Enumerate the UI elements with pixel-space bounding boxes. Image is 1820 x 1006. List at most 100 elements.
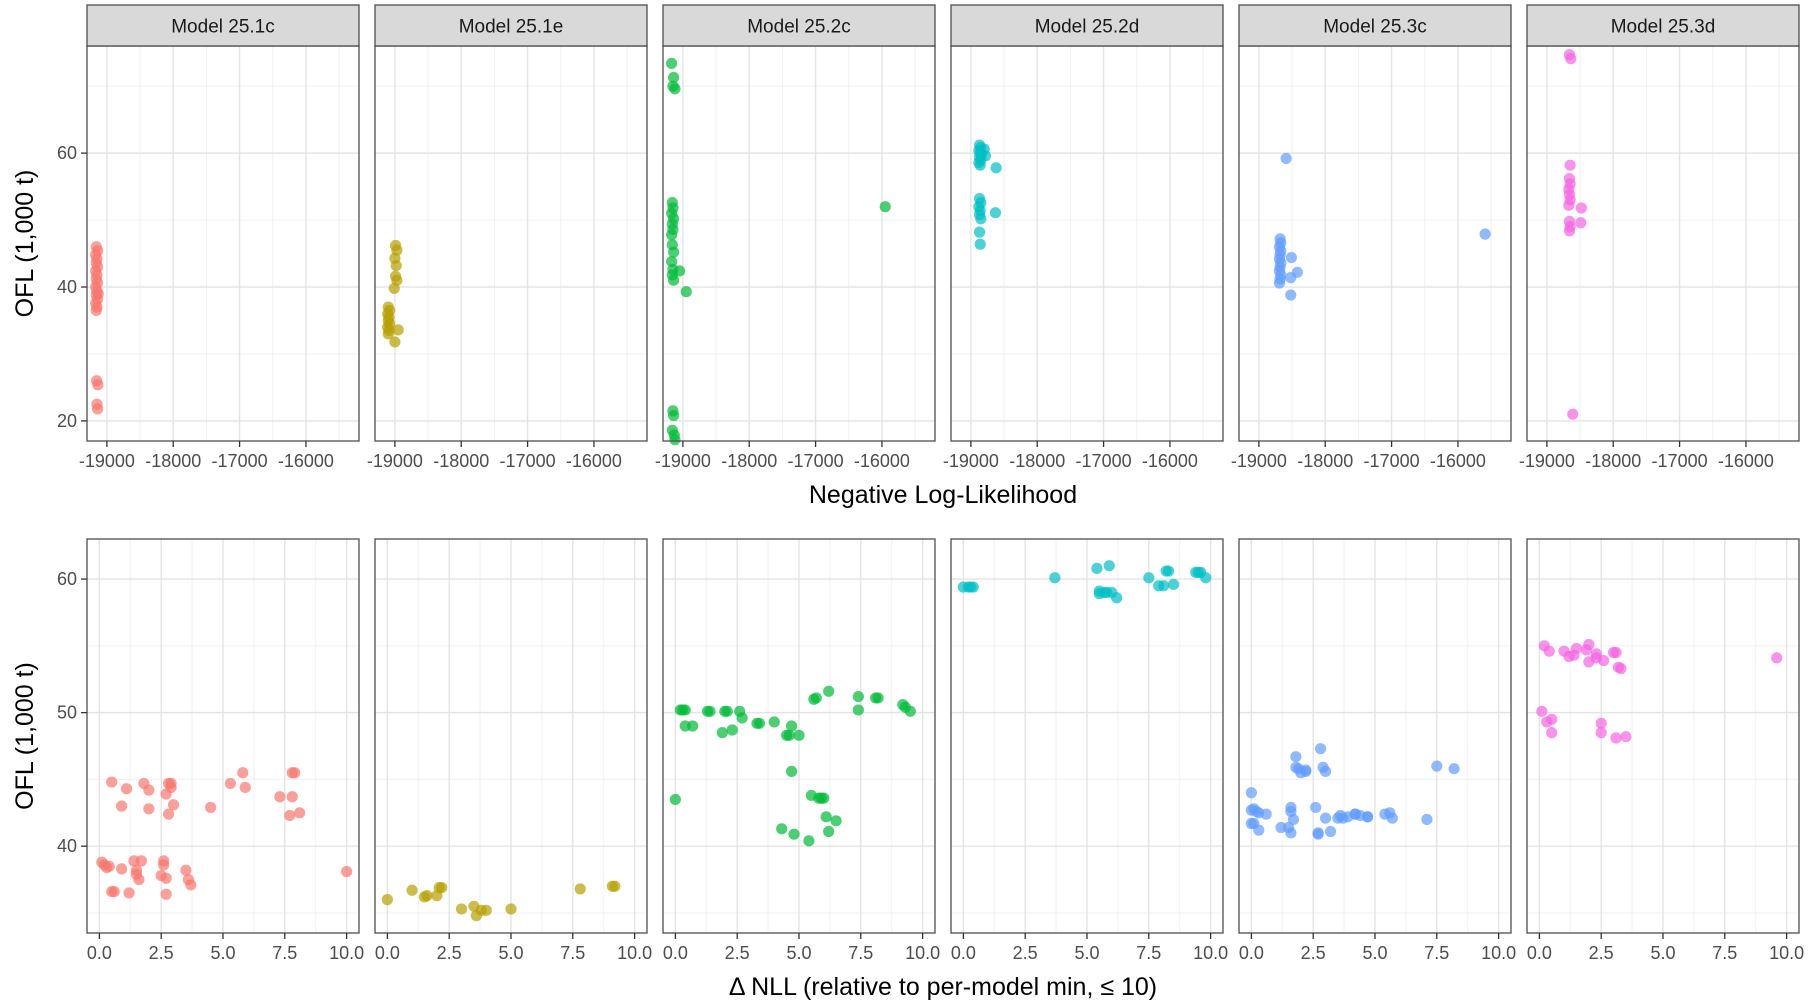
x-tick-label: -19000	[1231, 451, 1287, 471]
data-point	[92, 403, 104, 415]
data-point	[421, 890, 433, 902]
data-point	[726, 724, 738, 736]
data-point	[116, 800, 128, 812]
data-point	[284, 809, 296, 822]
data-point	[1565, 53, 1577, 65]
data-point	[1583, 638, 1595, 651]
x-tick-label: 10.0	[1193, 943, 1228, 963]
strip-label: Model 25.3c	[1323, 17, 1427, 38]
data-point	[788, 828, 800, 840]
data-point	[669, 83, 681, 95]
x-tick-label: -17000	[1364, 451, 1420, 471]
point-series	[669, 685, 916, 847]
data-point	[872, 692, 884, 704]
data-point	[92, 379, 104, 391]
data-point	[90, 304, 102, 317]
data-point	[1595, 727, 1607, 739]
panel-background	[663, 46, 935, 441]
data-point	[1310, 801, 1322, 814]
data-point	[1158, 580, 1170, 592]
data-point	[205, 801, 217, 814]
data-point	[1273, 277, 1286, 289]
data-point	[687, 720, 699, 732]
data-point	[1312, 827, 1324, 839]
strip-label: Model 25.1e	[459, 17, 564, 38]
data-point	[776, 823, 788, 835]
x-tick-label: 5.0	[1362, 943, 1387, 963]
data-point	[820, 811, 832, 823]
data-point	[974, 238, 986, 250]
facet-panel: Model 25.2c -19000 -18000 -17000 -16000	[655, 4, 936, 471]
data-point	[1620, 731, 1632, 743]
data-point	[1546, 713, 1558, 725]
x-tick-label: -17000	[1652, 451, 1708, 471]
data-point	[704, 705, 716, 717]
data-point	[818, 792, 830, 804]
x-tick-label: -19000	[1519, 451, 1575, 471]
data-point	[389, 336, 401, 348]
data-point	[1575, 217, 1587, 229]
data-point	[1567, 408, 1579, 420]
x-tick-label: 0.0	[663, 943, 688, 963]
data-point	[1049, 572, 1061, 584]
data-point	[1543, 645, 1555, 657]
x-tick-label: -16000	[1718, 451, 1774, 471]
data-point	[289, 767, 301, 779]
facet-panel: Model 25.3d -19000 -18000 -17000 -16000	[1519, 4, 1800, 471]
facet-panel: 0.0 2.5 5.0 7.5 10.0	[662, 538, 940, 963]
data-point	[668, 71, 680, 84]
strip-background	[1526, 4, 1800, 47]
data-point	[1575, 202, 1587, 214]
data-point	[680, 286, 692, 298]
point-series	[96, 767, 353, 900]
x-tick-label: -17000	[788, 451, 844, 471]
y-tick-label: 50	[57, 703, 77, 723]
data-point	[803, 835, 815, 847]
strip-label: Model 25.2d	[1035, 17, 1140, 38]
data-point	[1563, 225, 1576, 237]
data-point	[143, 784, 155, 796]
data-point	[505, 903, 517, 915]
x-tick-label: -16000	[1142, 451, 1198, 471]
x-tick-label: 10.0	[329, 943, 364, 963]
data-point	[574, 883, 586, 895]
data-point	[381, 894, 393, 906]
x-tick-label: 7.5	[1712, 943, 1737, 963]
data-point	[167, 799, 180, 811]
strip-background	[374, 4, 648, 47]
data-point	[1167, 578, 1180, 591]
data-point	[904, 705, 916, 717]
point-series	[1245, 743, 1460, 840]
panel-background	[87, 46, 359, 441]
data-point	[990, 162, 1002, 174]
data-point	[666, 57, 678, 70]
x-tick-label: 10.0	[905, 943, 940, 963]
data-point	[609, 880, 621, 892]
x-tick-label: -17000	[500, 451, 556, 471]
point-series	[382, 239, 404, 348]
data-point	[666, 229, 678, 241]
data-point	[116, 863, 128, 875]
data-point	[668, 274, 680, 286]
x-tick-label: 10.0	[617, 943, 652, 963]
data-point	[989, 207, 1002, 219]
data-point	[1300, 764, 1312, 776]
data-point	[165, 777, 177, 790]
data-point	[721, 705, 733, 717]
x-tick-label: -18000	[1297, 451, 1353, 471]
data-point	[973, 226, 986, 238]
data-point	[224, 777, 237, 790]
data-point	[852, 691, 864, 703]
x-tick-label: -19000	[655, 451, 711, 471]
data-point	[783, 729, 795, 741]
data-point	[436, 881, 448, 894]
data-point	[669, 434, 681, 446]
x-tick-label: -17000	[212, 451, 268, 471]
data-point	[1610, 732, 1622, 744]
data-point	[668, 409, 680, 422]
x-tick-label: -18000	[1585, 451, 1641, 471]
data-point	[1479, 228, 1491, 240]
data-point	[143, 803, 155, 815]
strip-label: Model 25.3d	[1611, 17, 1716, 38]
